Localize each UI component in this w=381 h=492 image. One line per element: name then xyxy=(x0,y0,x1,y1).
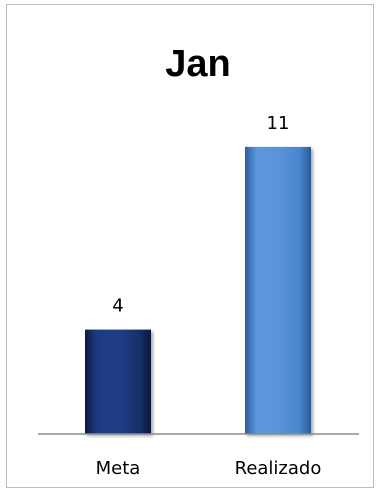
category-label-meta: Meta xyxy=(96,458,141,479)
data-label-realizado: 11 xyxy=(267,113,290,134)
bar-realizado xyxy=(245,146,311,434)
labels-layer: 4 Meta 11 Realizado xyxy=(96,113,322,479)
data-label-meta: 4 xyxy=(112,296,123,317)
bar-meta xyxy=(85,329,151,434)
chart-frame xyxy=(6,4,374,488)
chart-title: Jan xyxy=(165,43,230,85)
category-label-realizado: Realizado xyxy=(235,458,322,479)
bars-layer xyxy=(85,146,311,434)
